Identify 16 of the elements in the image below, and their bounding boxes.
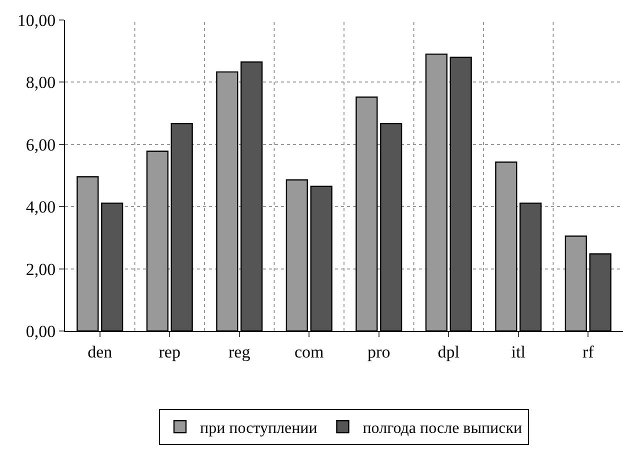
x-tick-label: dpl bbox=[438, 342, 460, 362]
y-tick-label: 8,00 bbox=[26, 73, 56, 92]
x-tick-label: rep bbox=[158, 342, 180, 362]
x-tick-label: rf bbox=[582, 342, 594, 362]
y-tick-label: 10,00 bbox=[17, 10, 56, 30]
x-tick-label: den bbox=[88, 342, 113, 362]
x-tick-label: com bbox=[294, 342, 324, 362]
legend-label: при поступлении bbox=[200, 420, 318, 437]
y-tick-label: 4,00 bbox=[26, 198, 56, 217]
y-tick-label: 6,00 bbox=[26, 135, 56, 154]
y-tick-label: 2,00 bbox=[26, 260, 56, 279]
x-tick-label: reg bbox=[228, 342, 251, 362]
legend-label: полгода после выписки bbox=[362, 420, 522, 437]
x-tick-label: itl bbox=[511, 342, 526, 362]
y-tick-label: 0,00 bbox=[26, 322, 56, 341]
x-tick-label: pro bbox=[368, 342, 390, 362]
